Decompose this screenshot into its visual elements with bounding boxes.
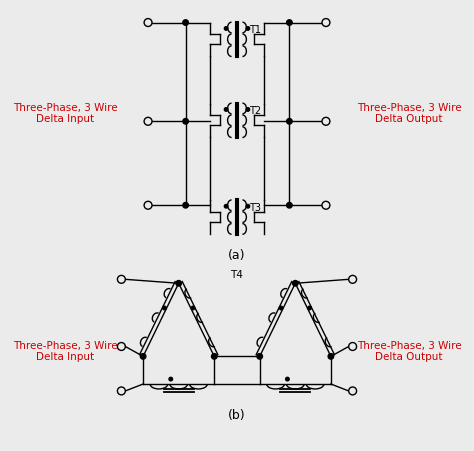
Circle shape <box>349 387 356 395</box>
Text: T3: T3 <box>249 203 261 213</box>
Circle shape <box>308 306 311 310</box>
Circle shape <box>322 18 330 27</box>
Circle shape <box>322 117 330 125</box>
Circle shape <box>349 343 356 350</box>
Circle shape <box>144 201 152 209</box>
Circle shape <box>183 202 188 208</box>
Circle shape <box>246 204 250 208</box>
Circle shape <box>349 276 356 283</box>
Circle shape <box>140 354 146 359</box>
Circle shape <box>287 202 292 208</box>
Text: T4: T4 <box>230 271 244 281</box>
Circle shape <box>118 387 125 395</box>
Text: T2: T2 <box>249 106 261 116</box>
Circle shape <box>183 119 188 124</box>
Circle shape <box>191 306 195 310</box>
Circle shape <box>169 377 173 381</box>
Circle shape <box>246 27 250 30</box>
Text: T1: T1 <box>249 26 261 36</box>
Text: Three-Phase, 3 Wire
Delta Output: Three-Phase, 3 Wire Delta Output <box>357 341 461 362</box>
Circle shape <box>118 343 125 350</box>
Circle shape <box>279 306 283 310</box>
Circle shape <box>328 354 334 359</box>
Circle shape <box>211 354 217 359</box>
Circle shape <box>224 204 228 208</box>
Circle shape <box>246 108 250 111</box>
Circle shape <box>322 201 330 209</box>
Circle shape <box>144 18 152 27</box>
Circle shape <box>224 108 228 111</box>
Circle shape <box>257 354 263 359</box>
Circle shape <box>287 119 292 124</box>
Circle shape <box>144 117 152 125</box>
Circle shape <box>292 281 298 286</box>
Text: Three-Phase, 3 Wire
Delta Output: Three-Phase, 3 Wire Delta Output <box>357 102 461 124</box>
Text: (a): (a) <box>228 249 246 262</box>
Text: Three-Phase, 3 Wire
Delta Input: Three-Phase, 3 Wire Delta Input <box>13 341 117 362</box>
Text: Three-Phase, 3 Wire
Delta Input: Three-Phase, 3 Wire Delta Input <box>13 102 117 124</box>
Circle shape <box>118 276 125 283</box>
Circle shape <box>176 281 182 286</box>
Circle shape <box>183 20 188 25</box>
Circle shape <box>224 27 228 30</box>
Circle shape <box>286 377 289 381</box>
Circle shape <box>163 306 166 310</box>
Circle shape <box>287 20 292 25</box>
Text: (b): (b) <box>228 409 246 422</box>
